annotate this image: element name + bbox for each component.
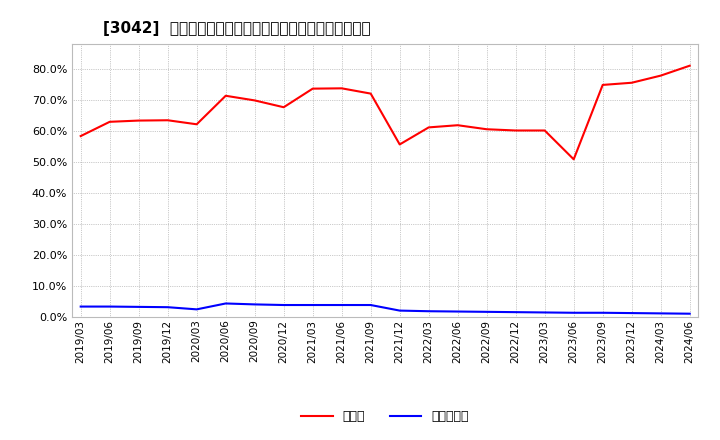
現預金 xyxy=(105,119,114,125)
有利子負債 xyxy=(192,307,201,312)
Line: 現預金: 現預金 xyxy=(81,66,690,159)
有利子負債 xyxy=(366,302,375,308)
Line: 有利子負債: 有利子負債 xyxy=(81,304,690,314)
有利子負債 xyxy=(598,310,607,315)
現預金 xyxy=(598,82,607,88)
現預金 xyxy=(221,93,230,99)
有利子負債 xyxy=(657,311,665,316)
現預金 xyxy=(570,157,578,162)
有利子負債 xyxy=(221,301,230,306)
現預金 xyxy=(192,121,201,127)
現預金 xyxy=(338,86,346,91)
有利子負債 xyxy=(482,309,491,315)
有利子負債 xyxy=(76,304,85,309)
有利子負債 xyxy=(105,304,114,309)
現預金 xyxy=(657,73,665,78)
Legend: 現預金, 有利子負債: 現預金, 有利子負債 xyxy=(297,405,474,428)
現預金 xyxy=(279,105,288,110)
有利子負債 xyxy=(541,310,549,315)
現預金 xyxy=(135,118,143,123)
現預金 xyxy=(511,128,520,133)
現預金 xyxy=(541,128,549,133)
現預金 xyxy=(395,142,404,147)
現預金 xyxy=(251,98,259,103)
有利子負債 xyxy=(338,302,346,308)
有利子負債 xyxy=(511,309,520,315)
現預金 xyxy=(627,80,636,85)
有利子負債 xyxy=(308,302,317,308)
有利子負債 xyxy=(627,311,636,316)
現預金 xyxy=(685,63,694,68)
有利子負債 xyxy=(135,304,143,309)
有利子負債 xyxy=(685,311,694,316)
現預金 xyxy=(366,91,375,96)
現預金 xyxy=(454,123,462,128)
有利子負債 xyxy=(454,309,462,314)
現預金 xyxy=(424,125,433,130)
有利子負債 xyxy=(279,302,288,308)
有利子負債 xyxy=(163,304,172,310)
現預金 xyxy=(163,117,172,123)
有利子負債 xyxy=(395,308,404,313)
現預金 xyxy=(308,86,317,91)
現預金 xyxy=(76,133,85,139)
有利子負債 xyxy=(424,308,433,314)
現預金 xyxy=(482,127,491,132)
Text: [3042]  現預金、有利子負債の総資産に対する比率の推移: [3042] 現預金、有利子負債の総資産に対する比率の推移 xyxy=(104,21,371,36)
有利子負債 xyxy=(570,310,578,315)
有利子負債 xyxy=(251,302,259,307)
